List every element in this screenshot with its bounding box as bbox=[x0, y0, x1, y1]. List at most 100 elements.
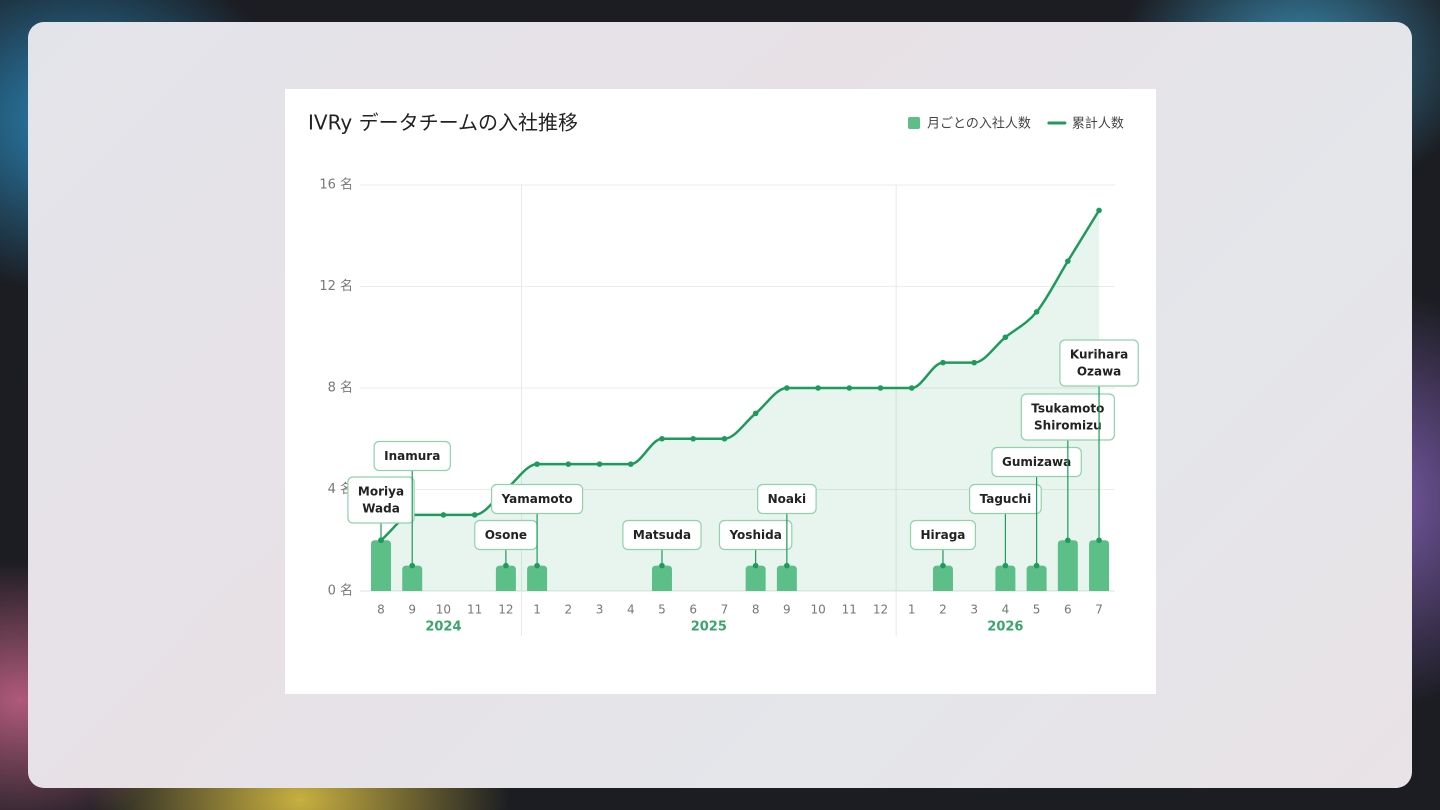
cumulative-point bbox=[752, 410, 759, 417]
hire-name: Hiraga bbox=[921, 528, 966, 542]
bar bbox=[932, 565, 953, 591]
x-tick-label: 5 bbox=[1033, 603, 1041, 617]
hire-name: Ozawa bbox=[1077, 365, 1121, 379]
x-tick-label: 8 bbox=[752, 603, 760, 617]
hire-box bbox=[718, 519, 793, 551]
x-tick-label: 8 bbox=[377, 603, 385, 617]
hire-box bbox=[490, 483, 584, 515]
bar-top-dot bbox=[534, 562, 540, 569]
bar-top-dot bbox=[940, 562, 946, 569]
x-tick-label: 3 bbox=[970, 603, 978, 617]
x-tick-label: 4 bbox=[627, 603, 635, 617]
cumulative-point bbox=[1065, 258, 1071, 264]
hire-box bbox=[757, 483, 817, 515]
hire-box bbox=[1059, 339, 1139, 387]
cumulative-point bbox=[971, 359, 977, 366]
bar bbox=[1026, 565, 1047, 591]
hire-box bbox=[909, 519, 976, 551]
hire-label: Matsuda bbox=[622, 519, 702, 551]
bar bbox=[995, 565, 1016, 591]
hire-label: Noaki bbox=[757, 483, 817, 515]
x-tick-label: 9 bbox=[408, 603, 416, 617]
bar bbox=[402, 565, 423, 591]
x-tick-label: 1 bbox=[533, 603, 541, 617]
hire-name: Wada bbox=[362, 502, 400, 516]
x-tick-label: 11 bbox=[467, 603, 482, 617]
bar-top-dot bbox=[1065, 537, 1071, 544]
chart-title: IVRy データチームの入社推移 bbox=[308, 111, 578, 135]
bar bbox=[495, 565, 516, 591]
legend-label: 月ごとの入社人数 bbox=[927, 116, 1031, 132]
bar bbox=[1057, 540, 1078, 591]
bar bbox=[745, 565, 766, 591]
x-tick-label: 9 bbox=[783, 603, 791, 617]
hire-name: Osone bbox=[485, 528, 527, 542]
cumulative-point bbox=[596, 461, 603, 467]
cumulative-point bbox=[1002, 334, 1009, 341]
year-label: 2025 bbox=[691, 620, 727, 635]
hire-box bbox=[1020, 393, 1115, 441]
cumulative-point bbox=[627, 461, 634, 467]
x-tick-label: 2 bbox=[564, 603, 572, 617]
cumulative-point bbox=[908, 385, 915, 391]
y-tick-label: 0 名 bbox=[328, 583, 353, 599]
hire-box bbox=[622, 519, 702, 551]
bar-top-dot bbox=[1002, 562, 1009, 569]
x-tick-label: 3 bbox=[596, 603, 604, 617]
hire-box bbox=[347, 476, 415, 524]
x-tick-label: 10 bbox=[810, 603, 825, 617]
hire-label: Tsukamoto Shiromizu bbox=[1020, 393, 1115, 441]
hire-label: Kurihara Ozawa bbox=[1059, 339, 1139, 387]
hire-label: Yoshida bbox=[718, 519, 793, 551]
hire-box bbox=[373, 440, 451, 472]
chart: IVRy データチームの入社推移 0 名4 名8 名12 名16 名8 9 10 11… bbox=[285, 89, 1156, 694]
hire-label: Osone bbox=[474, 519, 538, 551]
bar-top-dot bbox=[1033, 562, 1040, 569]
hire-label: Gumizawa bbox=[991, 446, 1082, 478]
x-tick-label: 12 bbox=[873, 603, 888, 617]
x-tick-label: 5 bbox=[658, 603, 666, 617]
y-tick-label: 16 名 bbox=[319, 177, 353, 193]
hire-name: Tsukamoto bbox=[1031, 402, 1104, 416]
hire-name: Yoshida bbox=[728, 528, 781, 542]
y-tick-label: 8 名 bbox=[328, 380, 353, 396]
x-tick-label: 7 bbox=[721, 603, 729, 617]
cumulative-point bbox=[471, 512, 478, 518]
hire-box bbox=[968, 483, 1042, 515]
year-label: 2024 bbox=[425, 620, 461, 635]
cumulative-point bbox=[877, 385, 884, 391]
x-tick-label: 6 bbox=[689, 603, 697, 617]
hire-name: Gumizawa bbox=[1002, 455, 1071, 469]
hire-name: Matsuda bbox=[633, 528, 691, 542]
x-tick-label: 10 bbox=[436, 603, 451, 617]
hire-name: Yamamoto bbox=[501, 492, 573, 506]
x-tick-label: 11 bbox=[842, 603, 857, 617]
bar bbox=[776, 565, 797, 591]
cumulative-point bbox=[440, 512, 447, 518]
hire-name: Taguchi bbox=[980, 492, 1032, 506]
hire-name: Noaki bbox=[768, 492, 806, 506]
bar-top-dot bbox=[659, 562, 665, 569]
bar bbox=[1089, 540, 1110, 591]
legend-swatch bbox=[908, 117, 920, 129]
bar-top-dot bbox=[1096, 537, 1102, 544]
hire-label: Taguchi bbox=[968, 483, 1042, 515]
hire-label: Inamura bbox=[373, 440, 451, 472]
cumulative-point bbox=[815, 385, 821, 391]
x-tick-label: 1 bbox=[908, 603, 916, 617]
cumulative-point bbox=[784, 385, 790, 391]
year-label: 2026 bbox=[987, 620, 1023, 635]
legend-label: 累計人数 bbox=[1072, 116, 1124, 132]
hire-name: Moriya bbox=[358, 485, 404, 499]
bar bbox=[371, 540, 391, 591]
bar-top-dot bbox=[409, 562, 416, 569]
bar-top-dot bbox=[503, 562, 509, 569]
bar-top-dot bbox=[752, 562, 759, 569]
x-tick-label: 12 bbox=[498, 603, 513, 617]
bar bbox=[651, 565, 672, 591]
hire-label: Yamamoto bbox=[490, 483, 584, 515]
cumulative-point bbox=[534, 461, 540, 467]
hire-label: Moriya Wada bbox=[347, 476, 415, 524]
hire-label: Hiraga bbox=[909, 519, 976, 551]
cumulative-point bbox=[565, 461, 572, 467]
